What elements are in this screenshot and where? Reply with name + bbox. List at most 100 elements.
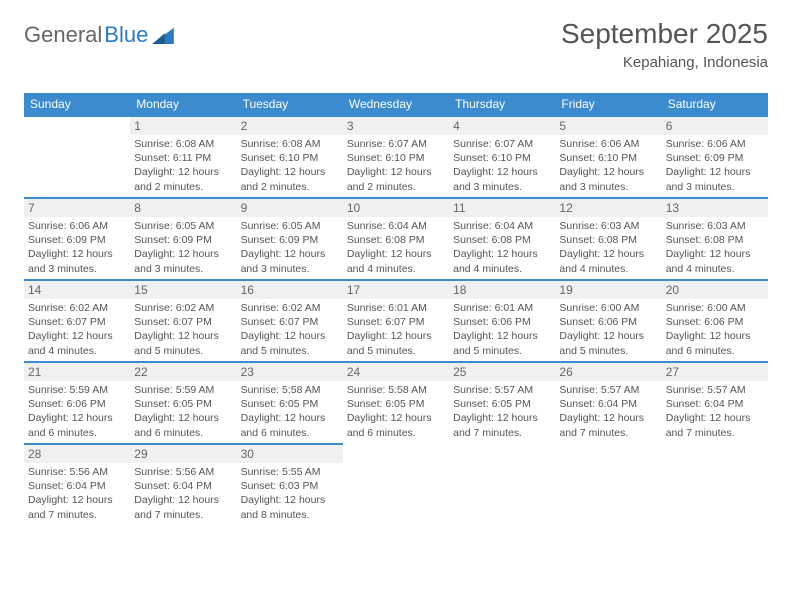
calendar-cell (24, 116, 130, 198)
daylight-label: Daylight: (134, 330, 175, 342)
day-body: Sunrise: 6:06 AMSunset: 6:09 PMDaylight:… (24, 217, 130, 279)
sunrise-label: Sunrise: (666, 302, 705, 314)
calendar-cell: 20Sunrise: 6:00 AMSunset: 6:06 PMDayligh… (662, 280, 768, 362)
daylight-label: Daylight: (559, 248, 600, 260)
calendar-cell: 15Sunrise: 6:02 AMSunset: 6:07 PMDayligh… (130, 280, 236, 362)
sunrise-value: 6:00 AM (707, 302, 746, 314)
day-body: Sunrise: 5:57 AMSunset: 6:04 PMDaylight:… (555, 381, 661, 443)
sunset-label: Sunset: (347, 234, 383, 246)
daylight-line: Daylight: 12 hours and 3 minutes. (559, 165, 657, 193)
sunrise-label: Sunrise: (134, 466, 173, 478)
daylight-label: Daylight: (241, 412, 282, 424)
sunset-value: 6:07 PM (279, 316, 318, 328)
day-number: 21 (24, 363, 130, 381)
daylight-label: Daylight: (453, 412, 494, 424)
day-body: Sunrise: 6:04 AMSunset: 6:08 PMDaylight:… (343, 217, 449, 279)
day-number: 3 (343, 117, 449, 135)
calendar-cell: 16Sunrise: 6:02 AMSunset: 6:07 PMDayligh… (237, 280, 343, 362)
calendar-cell: 6Sunrise: 6:06 AMSunset: 6:09 PMDaylight… (662, 116, 768, 198)
daylight-line: Daylight: 12 hours and 3 minutes. (453, 165, 551, 193)
sunset-value: 6:06 PM (492, 316, 531, 328)
empty-daynum (555, 444, 661, 462)
calendar-cell: 12Sunrise: 6:03 AMSunset: 6:08 PMDayligh… (555, 198, 661, 280)
daylight-line: Daylight: 12 hours and 5 minutes. (453, 329, 551, 357)
day-number: 26 (555, 363, 661, 381)
calendar-cell: 7Sunrise: 6:06 AMSunset: 6:09 PMDaylight… (24, 198, 130, 280)
sunrise-line: Sunrise: 6:01 AM (347, 301, 445, 315)
sunrise-line: Sunrise: 6:04 AM (347, 219, 445, 233)
sunrise-line: Sunrise: 5:55 AM (241, 465, 339, 479)
title-block: September 2025 Kepahiang, Indonesia (561, 18, 768, 71)
sunset-value: 6:09 PM (704, 152, 743, 164)
daylight-label: Daylight: (453, 248, 494, 260)
sunrise-label: Sunrise: (559, 138, 598, 150)
location-label: Kepahiang, Indonesia (561, 54, 768, 71)
calendar-cell (449, 444, 555, 525)
daylight-label: Daylight: (28, 330, 69, 342)
sunset-label: Sunset: (241, 398, 277, 410)
sunrise-label: Sunrise: (134, 138, 173, 150)
sunset-value: 6:05 PM (492, 398, 531, 410)
sunrise-label: Sunrise: (347, 138, 386, 150)
sunset-value: 6:09 PM (173, 234, 212, 246)
sunset-line: Sunset: 6:08 PM (453, 233, 551, 247)
sunrise-value: 6:06 AM (69, 220, 108, 232)
sunset-line: Sunset: 6:11 PM (134, 151, 232, 165)
calendar-cell: 11Sunrise: 6:04 AMSunset: 6:08 PMDayligh… (449, 198, 555, 280)
daylight-label: Daylight: (559, 330, 600, 342)
sunset-line: Sunset: 6:10 PM (453, 151, 551, 165)
sunrise-value: 6:05 AM (282, 220, 321, 232)
daylight-label: Daylight: (134, 166, 175, 178)
sunrise-value: 6:06 AM (707, 138, 746, 150)
sunrise-value: 6:03 AM (601, 220, 640, 232)
sunset-value: 6:06 PM (704, 316, 743, 328)
sunset-label: Sunset: (134, 398, 170, 410)
sunset-label: Sunset: (666, 398, 702, 410)
sunrise-value: 6:01 AM (495, 302, 534, 314)
sunrise-label: Sunrise: (666, 138, 705, 150)
sunrise-value: 6:04 AM (388, 220, 427, 232)
day-number: 8 (130, 199, 236, 217)
day-number: 28 (24, 445, 130, 463)
day-number: 29 (130, 445, 236, 463)
daylight-label: Daylight: (241, 248, 282, 260)
brand-logo: GeneralBlue (24, 22, 174, 48)
day-number: 13 (662, 199, 768, 217)
sunrise-line: Sunrise: 5:59 AM (28, 383, 126, 397)
day-number: 14 (24, 281, 130, 299)
sunrise-line: Sunrise: 5:56 AM (28, 465, 126, 479)
calendar-cell: 9Sunrise: 6:05 AMSunset: 6:09 PMDaylight… (237, 198, 343, 280)
day-body: Sunrise: 6:08 AMSunset: 6:11 PMDaylight:… (130, 135, 236, 197)
day-body: Sunrise: 6:06 AMSunset: 6:10 PMDaylight:… (555, 135, 661, 197)
calendar-week-row: 28Sunrise: 5:56 AMSunset: 6:04 PMDayligh… (24, 444, 768, 525)
weekday-header: Wednesday (343, 93, 449, 116)
empty-daynum (24, 117, 130, 135)
sunrise-value: 5:57 AM (601, 384, 640, 396)
sunset-line: Sunset: 6:03 PM (241, 479, 339, 493)
day-body: Sunrise: 5:59 AMSunset: 6:05 PMDaylight:… (130, 381, 236, 443)
sunrise-line: Sunrise: 5:58 AM (241, 383, 339, 397)
empty-daynum (662, 444, 768, 462)
daylight-line: Daylight: 12 hours and 6 minutes. (134, 411, 232, 439)
empty-body (449, 462, 555, 524)
sunset-label: Sunset: (453, 234, 489, 246)
sunrise-value: 6:02 AM (176, 302, 215, 314)
sunset-value: 6:10 PM (385, 152, 424, 164)
sunset-value: 6:09 PM (279, 234, 318, 246)
sunset-line: Sunset: 6:04 PM (666, 397, 764, 411)
day-number: 18 (449, 281, 555, 299)
calendar-cell: 30Sunrise: 5:55 AMSunset: 6:03 PMDayligh… (237, 444, 343, 525)
sunrise-value: 6:04 AM (495, 220, 534, 232)
daylight-line: Daylight: 12 hours and 6 minutes. (241, 411, 339, 439)
day-body: Sunrise: 6:03 AMSunset: 6:08 PMDaylight:… (662, 217, 768, 279)
weekday-header: Monday (130, 93, 236, 116)
sunrise-label: Sunrise: (559, 302, 598, 314)
day-number: 17 (343, 281, 449, 299)
daylight-label: Daylight: (666, 248, 707, 260)
sunset-value: 6:04 PM (704, 398, 743, 410)
day-number: 4 (449, 117, 555, 135)
day-body: Sunrise: 5:58 AMSunset: 6:05 PMDaylight:… (343, 381, 449, 443)
empty-daynum (449, 444, 555, 462)
daylight-label: Daylight: (134, 494, 175, 506)
sunset-value: 6:10 PM (492, 152, 531, 164)
